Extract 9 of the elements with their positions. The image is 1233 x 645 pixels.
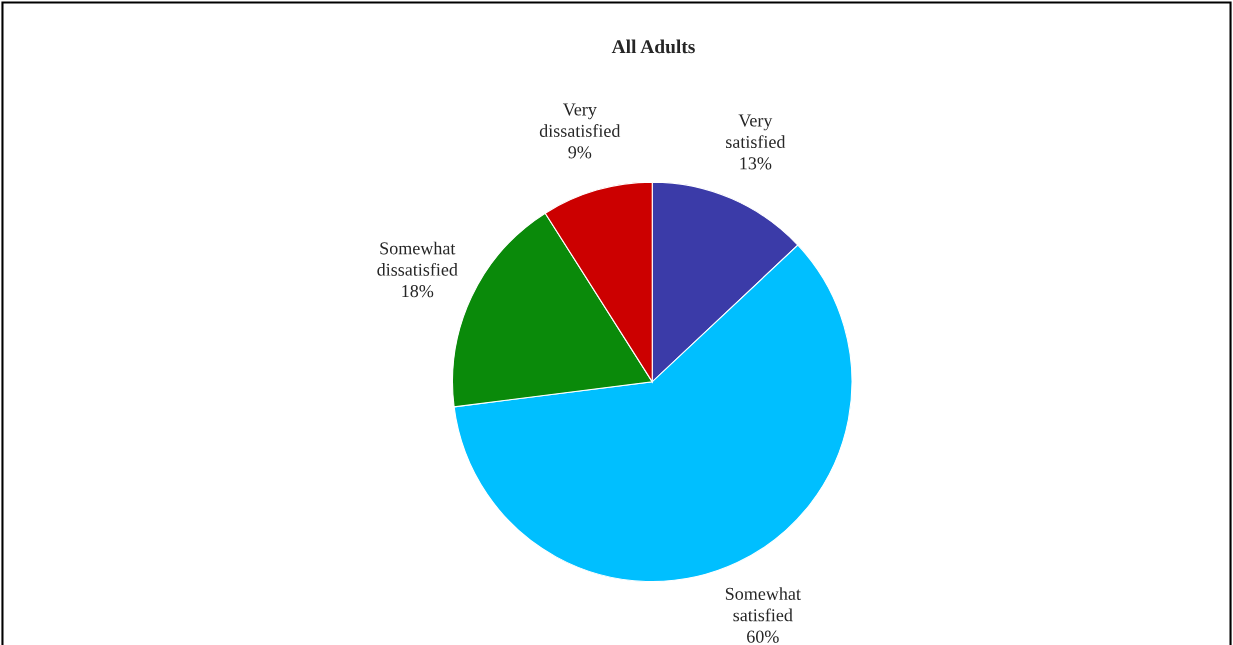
data-label: 60% — [747, 630, 779, 643]
slice-label: Very satisfied — [726, 114, 786, 149]
data-label: 13% — [740, 157, 772, 170]
data-label: 18% — [402, 285, 434, 298]
slice-label: Somewhat dissatisfied — [377, 241, 458, 276]
chart-title: All Adults — [611, 39, 695, 54]
data-label: 9% — [568, 146, 592, 159]
slice-label: Somewhat satisfied — [725, 587, 801, 622]
slice-label: Very dissatisfied — [539, 103, 621, 137]
